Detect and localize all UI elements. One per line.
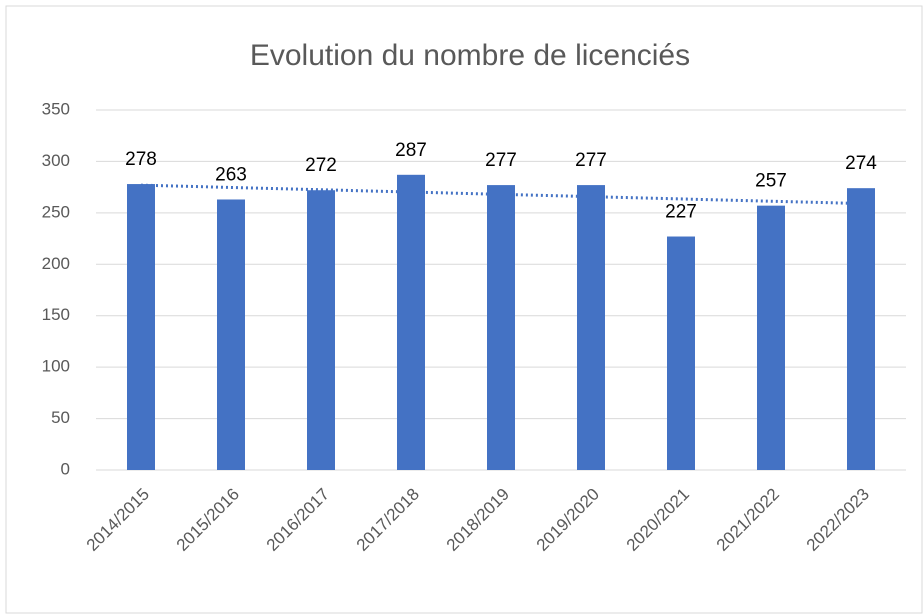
bar [577,185,605,471]
trendline [140,183,862,206]
y-tick-label: 100 [42,357,70,376]
y-tick-label: 200 [42,254,70,273]
data-label: 272 [305,155,337,176]
data-label: 287 [395,140,427,161]
y-tick-label: 50 [51,408,70,427]
data-label: 257 [755,171,787,192]
bar [127,184,155,471]
bar [487,185,515,471]
bar [667,236,695,470]
bar [847,188,875,470]
y-tick-label: 0 [61,459,70,478]
bar [397,174,425,471]
y-tick-label: 150 [42,305,70,324]
data-label: 263 [215,165,247,186]
y-tick-label: 300 [42,151,70,170]
data-label: 274 [845,153,877,174]
y-tick-label: 250 [42,202,70,221]
data-label: 278 [125,149,157,170]
data-label: 277 [485,150,517,171]
bar [307,190,335,470]
bar [217,199,245,470]
data-label: 277 [575,150,607,171]
chart-title: Evolution du nombre de licenciés [250,39,690,72]
bar [757,205,785,470]
y-tick-label: 350 [42,99,70,118]
data-label: 227 [665,202,697,223]
